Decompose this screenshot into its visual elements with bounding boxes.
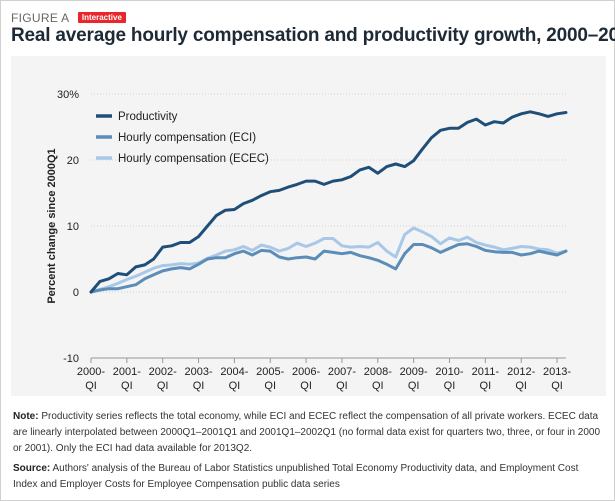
legend-label-2[interactable]: Hourly compensation (ECEC) [118,153,269,165]
x-tick-label-year: 2011- [472,366,500,378]
x-tick-label-year: 2009- [400,366,428,378]
x-tick-label-quarter: QI [264,380,276,392]
x-tick-label-year: 2013- [543,366,571,378]
series-line-2[interactable] [89,226,568,294]
x-tick-label-quarter: QI [408,380,420,392]
x-tick-label-quarter: QI [193,380,205,392]
y-tick-label: 0 [73,287,79,299]
x-tick-label-quarter: QI [515,380,527,392]
series-line-0[interactable] [89,110,568,294]
x-tick-label-quarter: QI [372,380,384,392]
chart-area: -10 0 10 20 30% 2000- QI 2001- QI 2002- QI 2003- QI 2… [11,56,606,396]
y-tick-label: 30% [57,89,79,101]
figure-label: FIGURE A [11,10,70,25]
y-tick-label: 10 [67,221,79,233]
line-chart: -10 0 10 20 30% 2000- QI 2001- QI 2002- QI 2003- QI 2… [46,89,571,392]
x-tick-label-year: 2003- [184,366,212,378]
x-tick-label-quarter: QI [300,380,312,392]
note-paragraph: Note: Productivity series reflects the t… [13,409,603,457]
source-paragraph: Source: Authors' analysis of the Bureau … [13,461,603,493]
x-tick-label-year: 2007- [328,366,356,378]
source-label: Source: [13,463,51,474]
x-tick-label-quarter: QI [121,380,133,392]
x-tick-label-quarter: QI [157,380,169,392]
figure-header: FIGURE A Interactive [11,9,126,27]
x-tick-label-quarter: QI [85,380,97,392]
y-axis-title: Percent change since 2000Q1 [46,148,58,303]
x-tick-label-quarter: QI [229,380,241,392]
legend-label-0[interactable]: Productivity [118,111,178,123]
note-label: Note: [13,411,39,422]
x-tick-label-quarter: QI [336,380,348,392]
x-tick-label-year: 2010- [435,366,463,378]
note-text: Productivity series reflects the total e… [13,411,601,454]
y-tick-label: -10 [63,353,79,365]
y-tick-label: 20 [67,155,79,167]
interactive-badge[interactable]: Interactive [77,12,126,24]
x-tick-label-year: 2008- [364,366,392,378]
x-tick-label-quarter: QI [480,380,492,392]
chart-title: Real average hourly compensation and pro… [11,25,615,46]
legend-label-1[interactable]: Hourly compensation (ECI) [118,132,256,144]
x-tick-label-year: 2004- [220,366,248,378]
notes-section: Note: Productivity series reflects the t… [13,409,603,497]
x-tick-label-quarter: QI [444,380,456,392]
series-line-1[interactable] [89,242,568,294]
x-tick-label-year: 2006- [292,366,320,378]
x-tick-label-year: 2005- [256,366,284,378]
x-tick-label-year: 2001- [113,366,141,378]
x-tick-label-year: 2000- [77,366,105,378]
x-tick-label-quarter: QI [551,380,563,392]
x-tick-label-year: 2002- [149,366,177,378]
x-tick-label-year: 2012- [507,366,535,378]
source-text: Authors' analysis of the Bureau of Labor… [13,463,579,490]
